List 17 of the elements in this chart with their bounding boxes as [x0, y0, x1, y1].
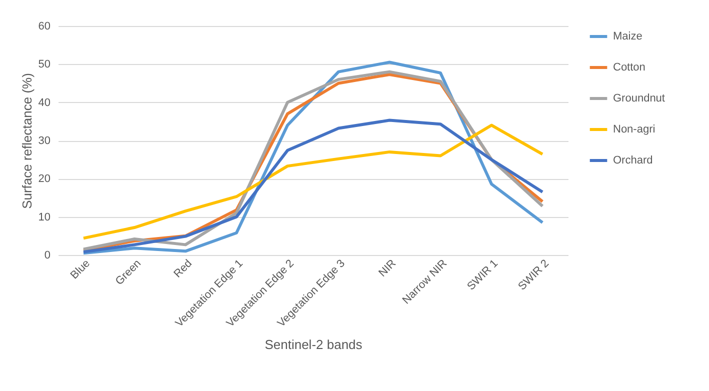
- legend-label: Orchard: [613, 154, 653, 166]
- y-tick-label: 30: [38, 135, 50, 147]
- y-tick-label: 20: [38, 173, 50, 186]
- legend-label: Non-agri: [613, 124, 656, 136]
- y-tick-label: 60: [38, 20, 50, 32]
- y-tick-label: 0: [44, 250, 50, 262]
- x-tick-label: Red: [172, 258, 194, 280]
- legend-label: Cotton: [613, 62, 646, 74]
- x-axis-title: Sentinel-2 bands: [264, 336, 363, 352]
- y-tick-label: 50: [38, 58, 50, 71]
- y-tick-label: 10: [38, 211, 50, 224]
- x-tick-label: NIR: [376, 257, 399, 280]
- y-tick-label: 40: [38, 96, 50, 109]
- legend-label: Groundnut: [613, 92, 665, 104]
- x-tick-label: Blue: [68, 258, 92, 282]
- legend-label: Maize: [613, 30, 642, 42]
- y-axis-title: Surface reflectance (%): [19, 73, 34, 209]
